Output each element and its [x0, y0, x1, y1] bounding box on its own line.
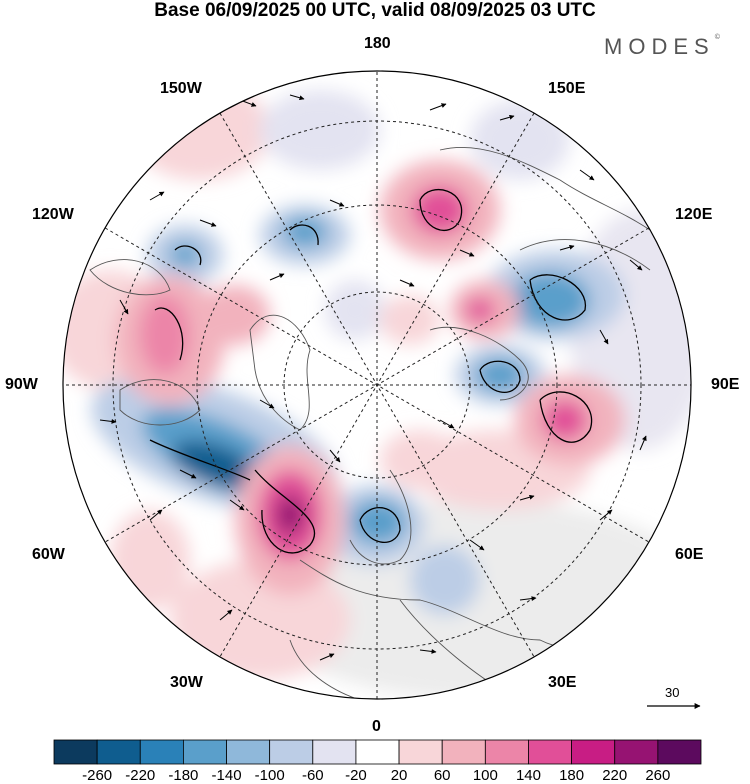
colorbar-tick-label: -20	[345, 767, 367, 784]
colorbar-swatch	[398, 739, 443, 765]
colorbar-swatch	[139, 739, 184, 765]
label-60e: 60E	[675, 546, 704, 563]
wind-vectors	[99, 94, 647, 661]
map-title: Base 06/09/2025 00 UTC, valid 08/09/2025…	[154, 0, 596, 21]
colorbar-tick-label: 100	[472, 767, 498, 784]
label-150e: 150E	[548, 80, 586, 97]
colorbar-tick-label: -180	[168, 767, 199, 784]
colorbar-tick-label: 60	[433, 767, 451, 784]
label-30e: 30E	[548, 674, 577, 691]
colorbar-tick-label: 20	[390, 767, 408, 784]
colorbar-tick-label: 180	[559, 767, 585, 784]
colorbar-swatch	[528, 739, 573, 765]
colorbar-swatch	[441, 739, 486, 765]
colorbar-swatch	[53, 739, 98, 765]
colorbar-swatch	[484, 739, 529, 765]
colorbar-tick-label: 140	[515, 767, 541, 784]
colorbar-tick-label: -60	[301, 767, 324, 784]
colorbar-swatch	[312, 739, 357, 765]
label-0: 0	[372, 718, 381, 735]
colorbar-swatch	[571, 739, 616, 765]
reference-vector-label: 30	[665, 685, 680, 700]
label-120w: 120W	[32, 206, 74, 223]
label-180: 180	[364, 35, 391, 52]
modes-logo: MODES©	[604, 34, 720, 60]
label-30w: 30W	[170, 674, 203, 691]
logo-copyright-mark: ©	[714, 34, 720, 41]
label-90e: 90E	[711, 376, 740, 393]
colorbar-tick-label: -260	[82, 767, 113, 784]
colorbar-tick-label: -100	[254, 767, 285, 784]
colorbar-swatch	[96, 739, 141, 765]
colorbar-tick-label: -220	[125, 767, 156, 784]
anomaly-field	[63, 71, 691, 699]
label-150w: 150W	[160, 80, 202, 97]
colorbar-swatch	[226, 739, 271, 765]
colorbar-tick-label: 220	[602, 767, 628, 784]
label-90w: 90W	[5, 376, 38, 393]
logo-text: MODES	[604, 34, 715, 59]
map-boundary	[62, 70, 692, 700]
colorbar-tick-label: 260	[645, 767, 671, 784]
label-120e: 120E	[675, 206, 713, 223]
colorbar-swatch	[355, 739, 400, 765]
colorbar-swatch	[614, 739, 659, 765]
colorbar-swatch	[657, 739, 702, 765]
height-contours	[149, 189, 593, 554]
colorbar	[53, 739, 702, 765]
label-60w: 60W	[32, 546, 65, 563]
colorbar-tick-label: -140	[211, 767, 242, 784]
graticule	[63, 71, 691, 699]
colorbar-swatch	[269, 739, 314, 765]
colorbar-swatch	[182, 739, 227, 765]
